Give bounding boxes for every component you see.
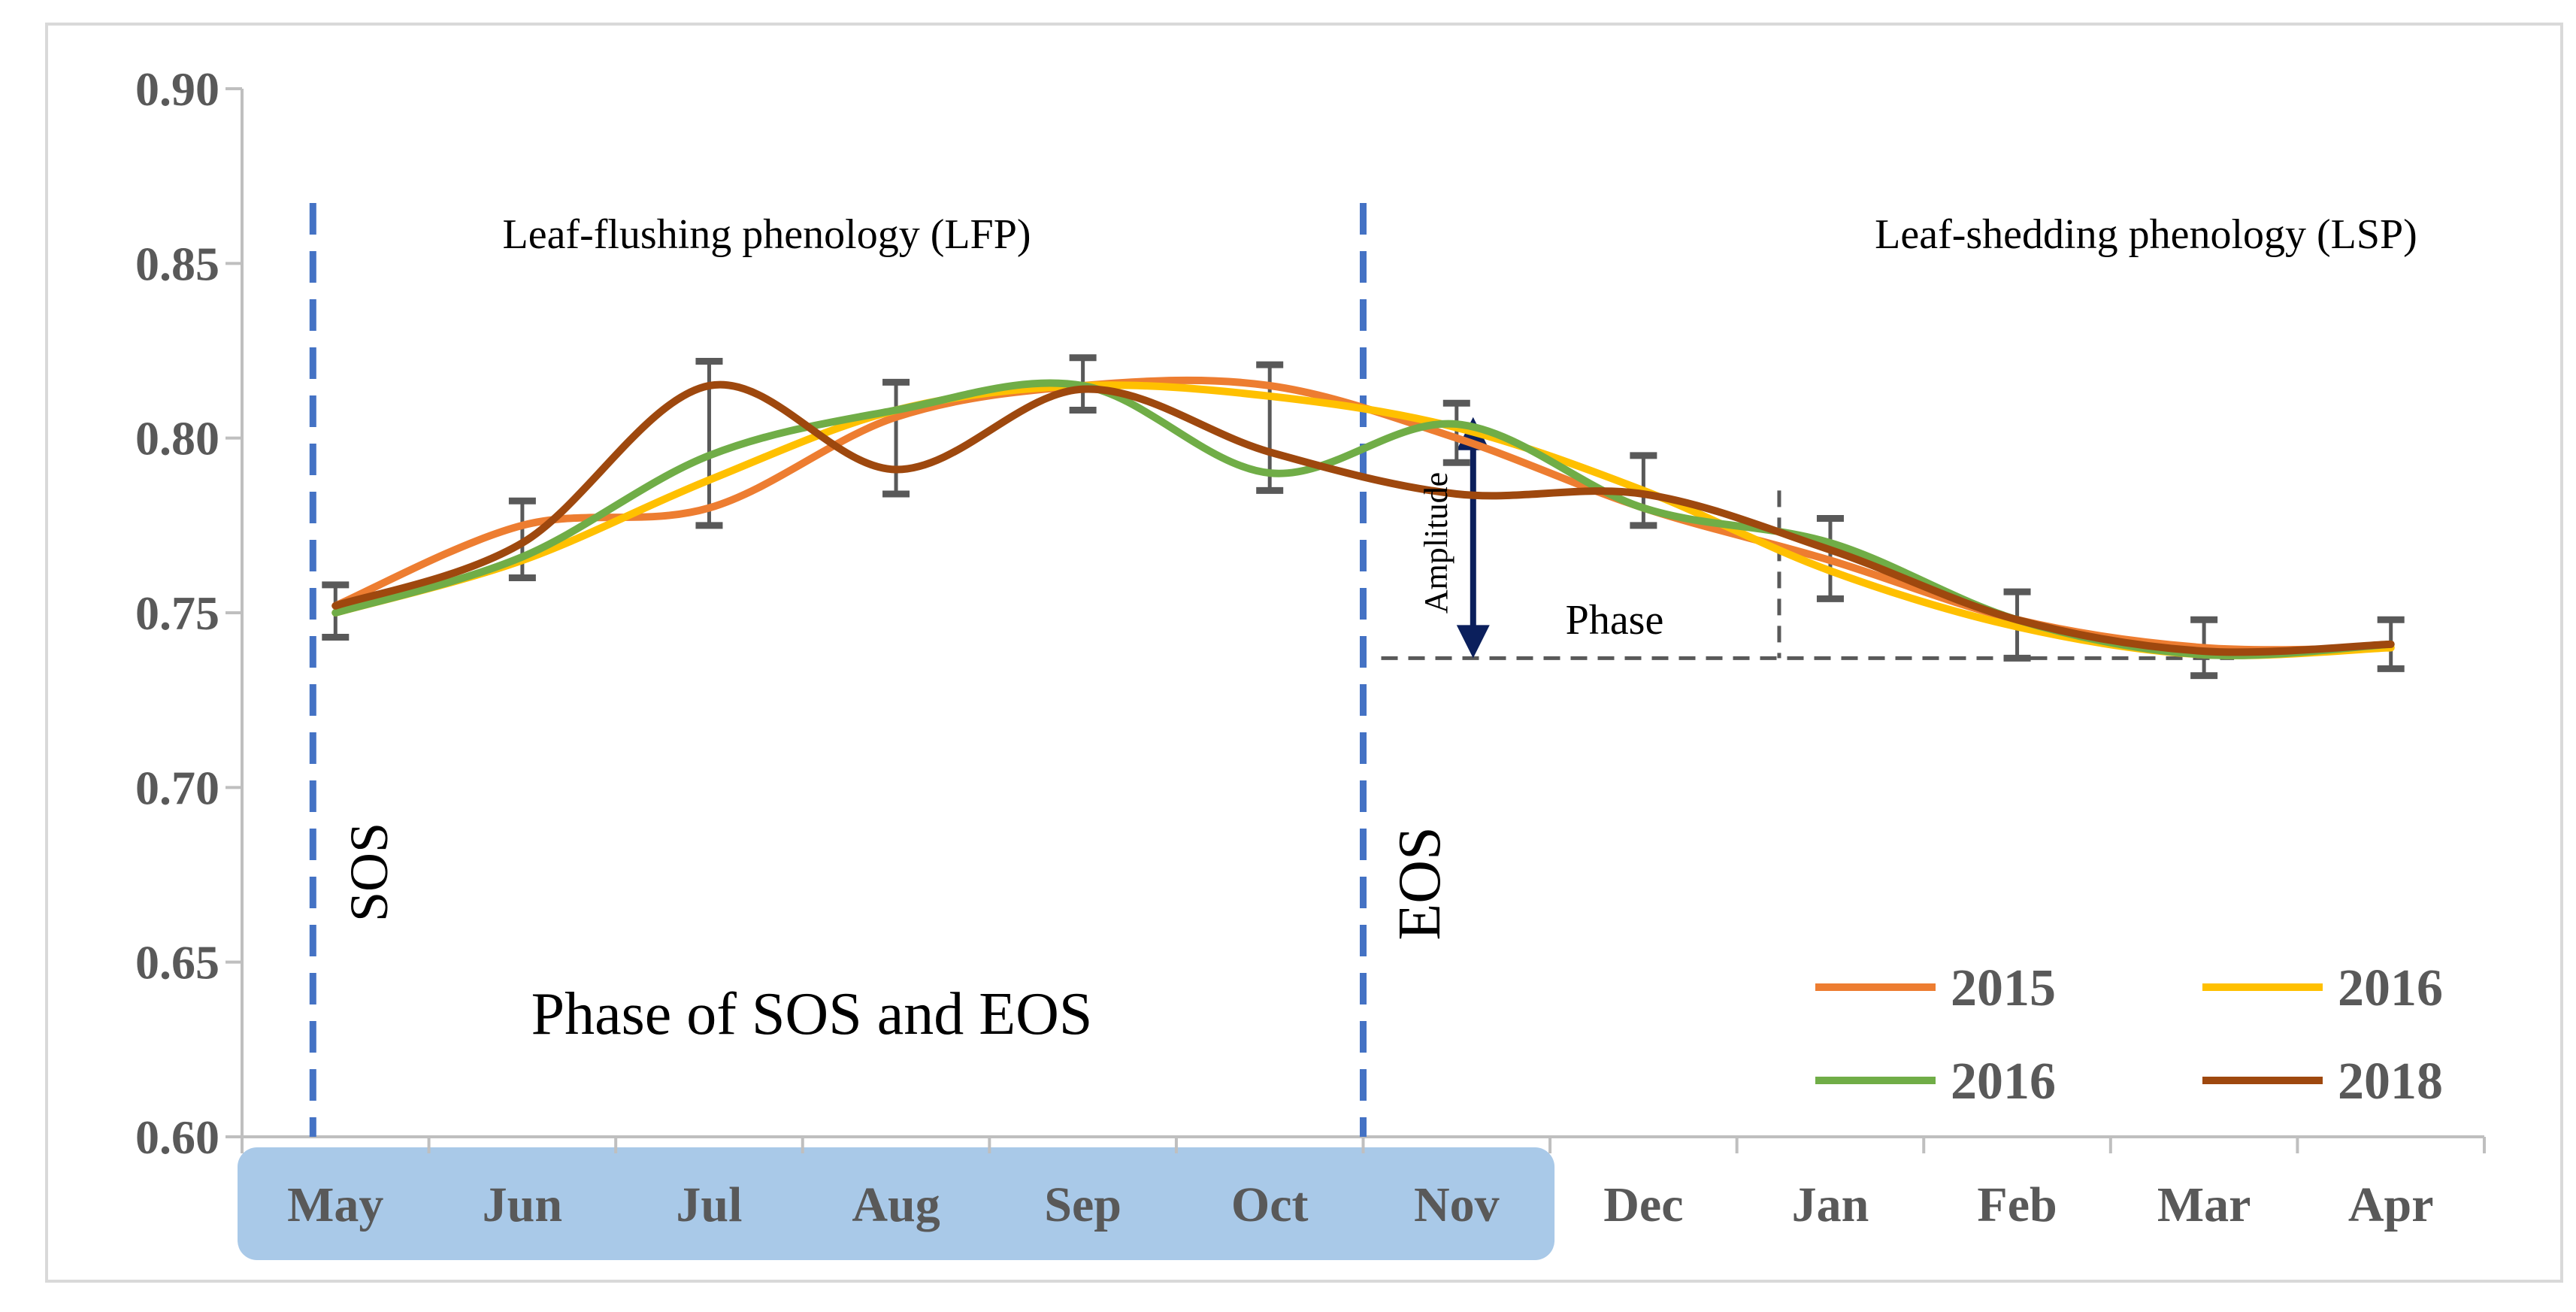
x-tick-label: Dec xyxy=(1603,1177,1683,1232)
y-tick-label: 0.75 xyxy=(135,586,219,640)
phenology-chart: 0.60 0.65 0.70 0.75 0.80 0.85 0.90 May Jun Jul Aug… xyxy=(0,0,2576,1312)
x-tick-label: Nov xyxy=(1414,1177,1500,1232)
x-tick-label: Jul xyxy=(676,1177,742,1232)
x-tick-label: Apr xyxy=(2348,1177,2434,1232)
phase-sos-eos-label: Phase of SOS and EOS xyxy=(531,981,1093,1047)
lsp-label: Leaf-shedding phenology (LSP) xyxy=(1875,211,2417,258)
legend-label: 2018 xyxy=(2338,1053,2443,1111)
x-tick-label: Oct xyxy=(1231,1177,1309,1232)
x-tick-label: Sep xyxy=(1044,1177,1122,1232)
x-tick-label: Aug xyxy=(852,1177,940,1232)
x-tick-label: Jan xyxy=(1792,1177,1869,1232)
amplitude-label: Amplitude xyxy=(1418,472,1454,614)
eos-label: EOS xyxy=(1387,826,1453,940)
x-tick-label: Feb xyxy=(1977,1177,2057,1232)
x-tick-label: May xyxy=(287,1177,383,1232)
y-tick-label: 0.60 xyxy=(135,1111,219,1164)
y-tick-label: 0.70 xyxy=(135,761,219,814)
x-tick-label: Jun xyxy=(483,1177,562,1232)
legend-label: 2015 xyxy=(1951,959,2056,1017)
legend-label: 2016 xyxy=(2338,959,2443,1017)
y-tick-label: 0.80 xyxy=(135,412,219,465)
phase-label: Phase xyxy=(1566,597,1664,644)
sos-label: SOS xyxy=(339,823,399,922)
y-tick-label: 0.90 xyxy=(135,62,219,116)
y-tick-label: 0.65 xyxy=(135,936,219,989)
lfp-label: Leaf-flushing phenology (LFP) xyxy=(503,211,1031,258)
x-tick-label: Mar xyxy=(2157,1177,2251,1232)
y-tick-label: 0.85 xyxy=(135,237,219,290)
legend-label: 2016 xyxy=(1951,1053,2056,1111)
